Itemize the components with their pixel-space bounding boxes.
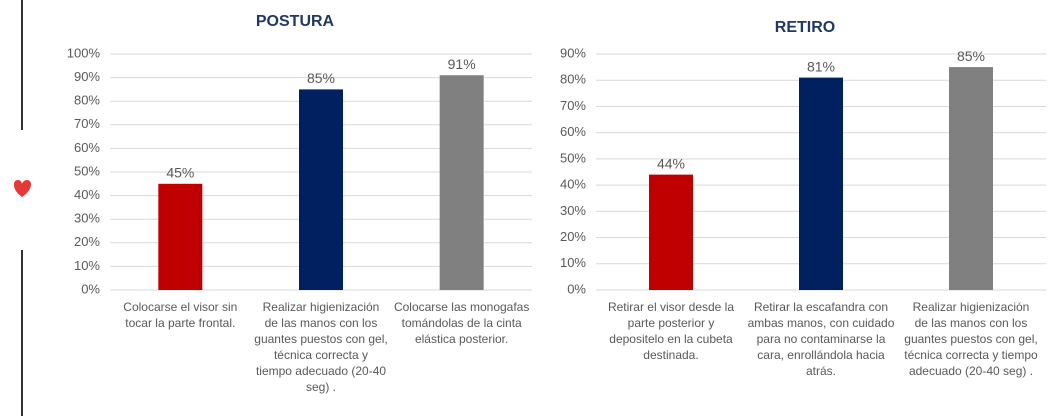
y-tick-label: 100%: [67, 45, 101, 60]
y-tick-label: 20%: [74, 234, 100, 249]
data-label: 81%: [807, 58, 835, 74]
data-label: 85%: [957, 48, 985, 64]
x-tick-label: Realizar higienización de las manos con l…: [254, 300, 387, 394]
y-tick-label: 30%: [74, 211, 100, 226]
bar: [799, 77, 843, 290]
bar: [439, 75, 484, 291]
y-tick-label: 60%: [74, 140, 100, 155]
y-tick-label: 0%: [81, 281, 100, 296]
x-tick-label: Retirar el visor desde la parte posterior…: [608, 300, 734, 362]
bar: [949, 67, 993, 290]
y-tick-label: 90%: [560, 45, 586, 60]
data-label: 91%: [448, 56, 476, 72]
y-tick-label: 60%: [560, 124, 586, 139]
chart-title: RETIRO: [775, 19, 835, 36]
x-tick-label: Retirar la escafandra con ambas manos, co…: [748, 300, 895, 378]
y-tick-label: 90%: [74, 69, 100, 84]
y-tick-label: 20%: [560, 229, 586, 244]
y-tick-label: 10%: [560, 255, 586, 270]
chart-title: POSTURA: [256, 13, 335, 30]
y-tick-label: 50%: [560, 150, 586, 165]
x-tick-label: Colocarse el visor sin tocar la parte fro…: [123, 300, 237, 330]
bar: [299, 89, 343, 291]
x-tick-label: Colocarse las monogafas tomándolas de la …: [394, 300, 529, 346]
heart-icon: [13, 180, 32, 197]
data-label: 44%: [657, 155, 685, 171]
y-tick-label: 80%: [560, 72, 586, 87]
y-tick-label: 50%: [74, 163, 100, 178]
y-tick-label: 70%: [74, 116, 100, 131]
y-tick-label: 40%: [74, 187, 100, 202]
data-label: 85%: [307, 70, 335, 86]
y-tick-label: 40%: [560, 177, 586, 192]
y-tick-label: 70%: [560, 98, 586, 113]
y-tick-label: 30%: [560, 203, 586, 218]
y-tick-label: 80%: [74, 93, 100, 108]
bar: [158, 183, 203, 290]
x-tick-label: Realizar higienización de las manos con l…: [904, 300, 1038, 378]
y-tick-label: 10%: [74, 258, 100, 273]
bar: [649, 174, 693, 290]
data-label: 45%: [166, 165, 194, 181]
y-tick-label: 0%: [567, 281, 586, 296]
